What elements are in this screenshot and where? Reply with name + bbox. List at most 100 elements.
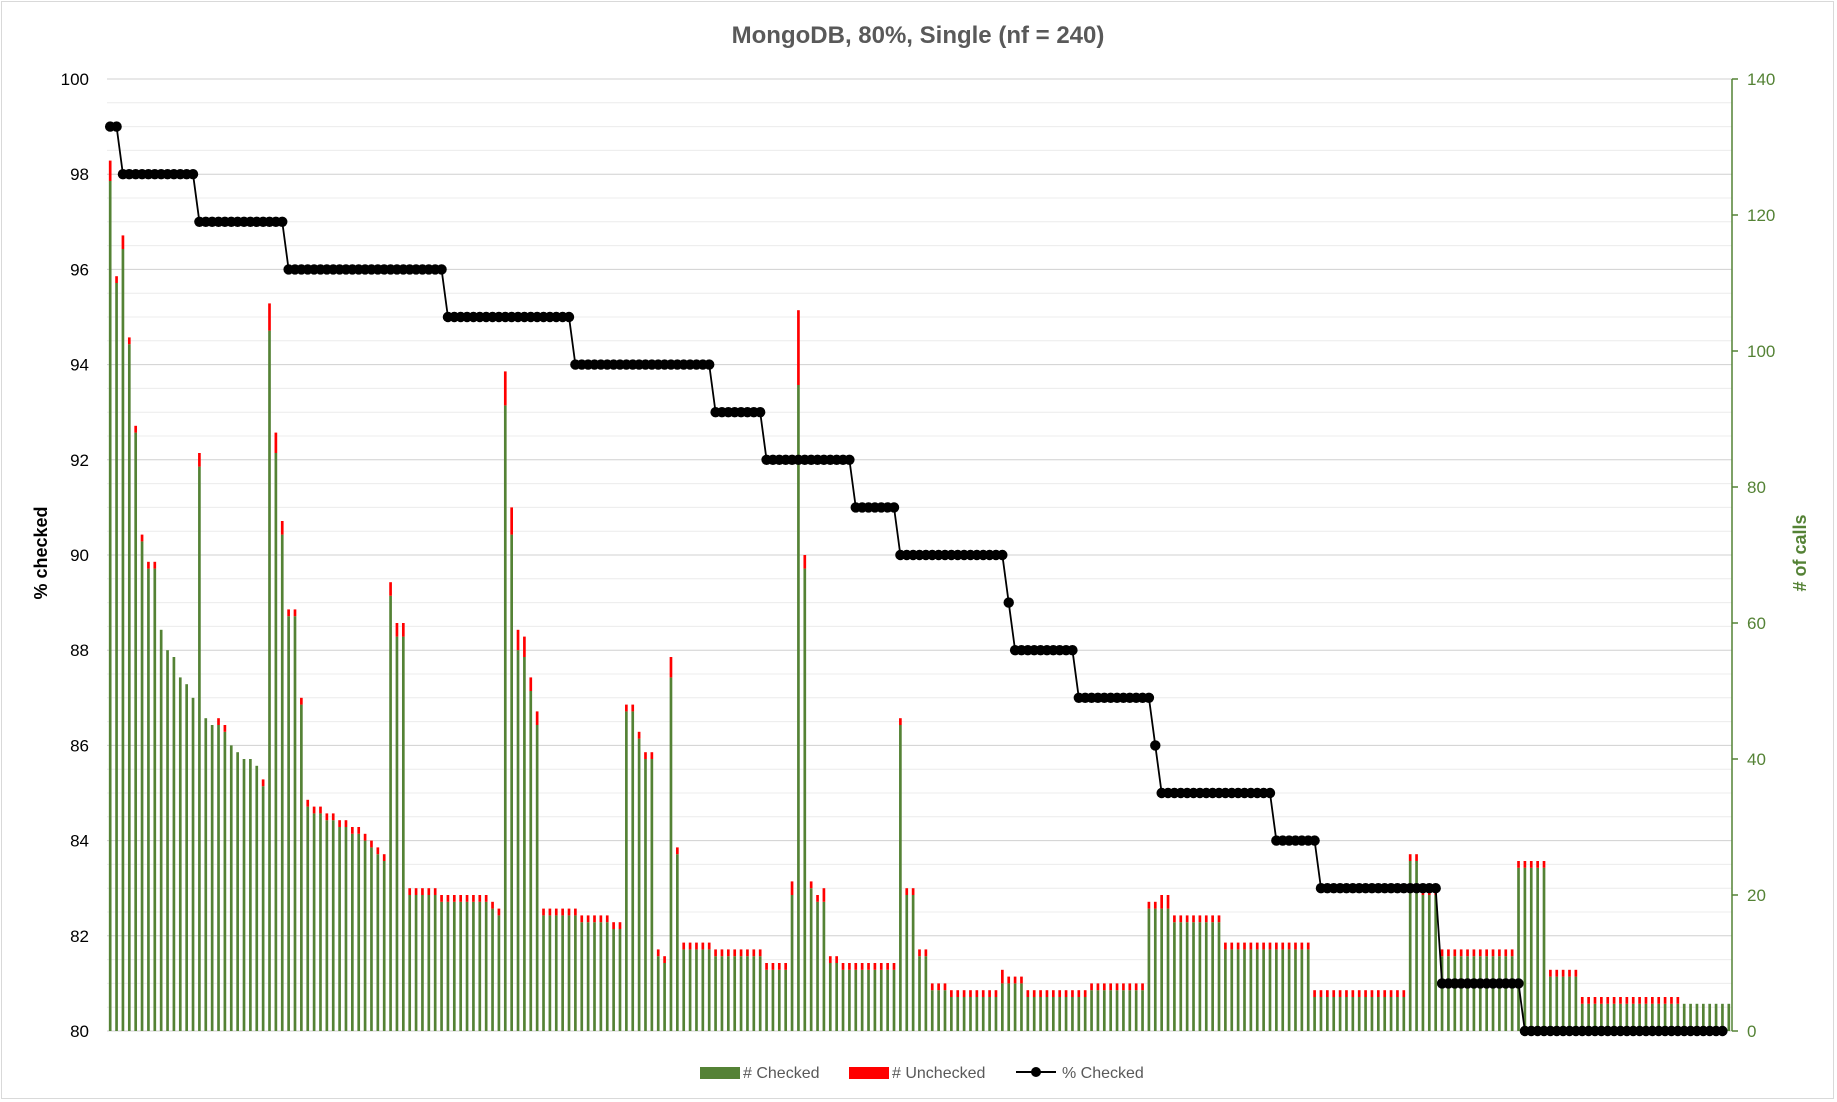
bar-checked	[268, 330, 271, 1032]
bar-unchecked	[828, 956, 832, 963]
bar-checked	[1243, 949, 1246, 1031]
bar-checked	[1287, 949, 1291, 1031]
bar-unchecked	[892, 963, 896, 970]
bar-unchecked	[988, 990, 991, 997]
bar-unchecked	[268, 303, 271, 331]
bar-checked	[414, 895, 418, 1031]
bar-unchecked	[1619, 997, 1622, 1004]
bar-unchecked	[886, 963, 889, 970]
bar-unchecked	[491, 901, 494, 909]
bar-unchecked	[1147, 901, 1151, 909]
bar-checked	[714, 956, 717, 1031]
bar-checked	[1198, 922, 1202, 1031]
bar-checked	[1549, 976, 1552, 1031]
bar-checked	[293, 616, 297, 1031]
bar-unchecked	[911, 888, 915, 895]
legend: # Checked # Unchecked % Checked	[700, 1065, 1144, 1082]
bar-unchecked	[1160, 895, 1163, 909]
axes: 80 82 84 86 88 90 92 94 96 98 100 0 20 40 60 80 100 120 14…	[61, 70, 1776, 1041]
bar-checked	[905, 895, 909, 1031]
bar-unchecked	[593, 915, 596, 923]
bar-unchecked	[312, 806, 316, 814]
bar-checked	[605, 922, 609, 1031]
bar-unchecked	[1224, 942, 1227, 950]
bar-checked	[542, 915, 545, 1031]
bar-checked	[899, 725, 902, 1031]
bar-checked	[1173, 922, 1176, 1031]
bar-checked	[746, 956, 749, 1031]
bar-unchecked	[1128, 983, 1132, 991]
bar-unchecked	[1281, 942, 1285, 950]
bar-unchecked	[331, 813, 335, 821]
bar-unchecked	[1510, 949, 1514, 957]
bar-checked	[733, 956, 737, 1031]
bar-unchecked	[848, 963, 851, 970]
bar-checked	[1568, 976, 1571, 1031]
bar-checked	[1478, 956, 1482, 1031]
bar-checked	[1670, 1003, 1673, 1031]
bar-unchecked	[1459, 949, 1463, 957]
bar-checked	[1020, 983, 1023, 1031]
bar-unchecked	[465, 895, 469, 902]
bar-unchecked	[1638, 997, 1641, 1004]
bar-unchecked	[497, 908, 501, 916]
pct-checked-point	[277, 216, 288, 227]
bar-unchecked	[510, 507, 513, 535]
bar-checked	[1440, 956, 1444, 1031]
bar-unchecked	[924, 949, 928, 957]
bar-checked	[593, 922, 596, 1031]
bar-checked	[1695, 1003, 1699, 1031]
bar-unchecked	[765, 963, 768, 970]
bar-unchecked	[663, 956, 666, 963]
bar-unchecked	[822, 888, 826, 902]
bar-checked	[1102, 990, 1106, 1031]
bar-unchecked	[1045, 990, 1049, 997]
bar-checked	[988, 997, 991, 1031]
bar-checked	[1185, 922, 1189, 1031]
bar-checked	[198, 466, 201, 1032]
bar-checked	[1179, 922, 1183, 1031]
bar-unchecked	[1600, 997, 1603, 1004]
bar-unchecked	[1466, 949, 1469, 957]
bar-unchecked	[1625, 997, 1629, 1004]
bar-checked	[1701, 1003, 1705, 1031]
bar-checked	[1631, 1003, 1635, 1031]
bar-checked	[969, 997, 972, 1031]
bar-unchecked	[1478, 949, 1482, 957]
bar-checked	[1211, 922, 1214, 1031]
bar-unchecked	[427, 888, 431, 895]
bar-checked	[1096, 990, 1100, 1031]
bar-checked	[204, 718, 208, 1031]
bar-checked	[1300, 949, 1304, 1031]
bar-checked	[1313, 997, 1316, 1031]
bar-unchecked	[1211, 915, 1214, 923]
bar-unchecked	[1185, 915, 1189, 923]
bar-checked	[395, 636, 399, 1031]
bar-checked	[1504, 956, 1508, 1031]
bar-unchecked	[1001, 969, 1004, 984]
bar-checked	[1147, 908, 1151, 1031]
bar-checked	[1319, 997, 1323, 1031]
bar-checked	[1453, 956, 1457, 1031]
bar-unchecked	[586, 915, 590, 923]
bar-unchecked	[389, 582, 392, 596]
bar-checked	[860, 969, 864, 1031]
bar-checked	[1230, 949, 1234, 1031]
bar-checked	[752, 956, 756, 1031]
bar-checked	[720, 956, 724, 1031]
bar-unchecked	[899, 718, 902, 725]
bar-unchecked	[1122, 983, 1125, 991]
bar-checked	[516, 650, 520, 1031]
bar-unchecked	[739, 949, 743, 957]
bar-checked	[1421, 895, 1425, 1031]
bar-unchecked	[1141, 983, 1144, 991]
bar-unchecked	[452, 895, 456, 902]
bar-unchecked	[484, 895, 488, 902]
bar-unchecked	[1485, 949, 1488, 957]
bar-checked	[892, 969, 896, 1031]
bar-unchecked	[1243, 942, 1246, 950]
bar-unchecked	[1415, 854, 1418, 861]
bar-checked	[956, 997, 960, 1031]
bar-unchecked	[1606, 997, 1610, 1004]
